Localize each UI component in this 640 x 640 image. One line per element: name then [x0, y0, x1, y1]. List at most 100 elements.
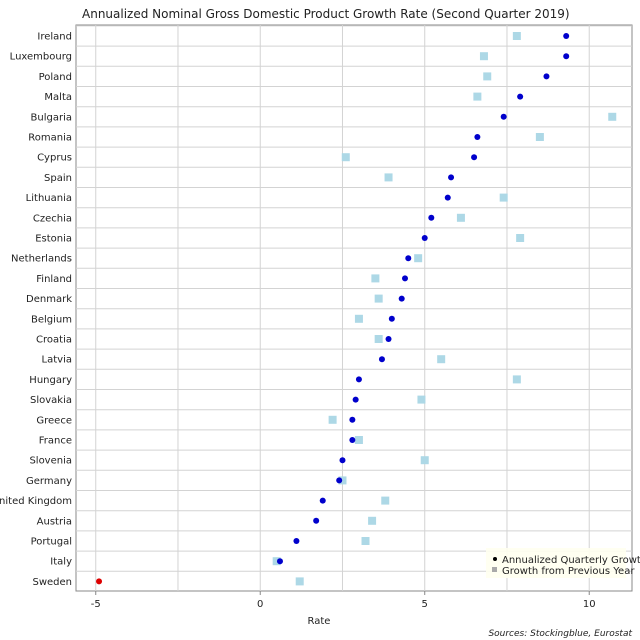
- y-tick-label-spain: Spain: [44, 173, 72, 184]
- quarterly-growth-point-22: [336, 477, 343, 484]
- quarterly-growth-point-25: [293, 538, 300, 544]
- legend-label-yearly: Growth from Previous Year: [502, 566, 635, 577]
- y-tick-label-netherlands: Netherlands: [11, 254, 72, 265]
- yearly-growth-square-27: [295, 577, 304, 586]
- yearly-growth-square-13: [374, 294, 383, 303]
- y-tick-label-ireland: Ireland: [37, 32, 72, 43]
- quarterly-growth-point-11: [405, 255, 412, 262]
- quarterly-growth-point-9: [428, 214, 435, 221]
- yearly-growth-square-2: [483, 72, 492, 81]
- yearly-growth-square-24: [368, 516, 377, 525]
- yearly-growth-square-1: [479, 52, 488, 61]
- quarterly-growth-point-19: [349, 416, 356, 423]
- y-tick-label-romania: Romania: [28, 133, 72, 144]
- yearly-growth-square-11: [414, 254, 423, 263]
- quarterly-growth-point-6: [471, 154, 478, 161]
- yearly-growth-square-9: [456, 213, 465, 222]
- yearly-growth-square-5: [535, 133, 544, 141]
- quarterly-growth-point-1: [563, 53, 570, 60]
- y-tick-label-belgium: Belgium: [31, 314, 72, 325]
- y-tick-label-malta: Malta: [44, 92, 72, 103]
- yearly-growth-square-8: [499, 193, 508, 202]
- quarterly-growth-point-5: [474, 134, 481, 140]
- quarterly-growth-point-10: [421, 235, 428, 241]
- yearly-growth-square-20: [354, 436, 363, 444]
- x-tick-label-0: 0: [257, 599, 263, 610]
- plot-area: [75, 24, 633, 592]
- x-tick-labels: -5 0 5 10: [91, 591, 596, 610]
- yearly-growth-square-12: [371, 274, 380, 283]
- quarterly-growth-point-4: [500, 113, 507, 120]
- yearly-growth-square-10: [516, 234, 525, 242]
- legend-circle-marker: [493, 557, 497, 561]
- y-tick-label-croatia: Croatia: [36, 335, 72, 346]
- y-tick-label-luxembourg: Luxembourg: [10, 52, 72, 63]
- yearly-growth-square-7: [384, 173, 393, 182]
- y-tick-label-hungary: Hungary: [29, 375, 72, 386]
- y-tick-label-austria: Austria: [37, 516, 72, 527]
- y-tick-label-latvia: Latvia: [42, 355, 72, 366]
- quarterly-growth-point-0: [563, 33, 570, 39]
- y-tick-labels: Ireland Luxembourg Poland Malta Bulgaria Roma…: [0, 32, 72, 588]
- y-tick-label-greece: Greece: [36, 415, 72, 426]
- legend: Annualized Quarterly Growth Growth from …: [486, 548, 640, 578]
- legend-box: [486, 548, 626, 578]
- x-axis-label: Rate: [308, 616, 331, 627]
- y-tick-label-portugal: Portugal: [31, 537, 72, 548]
- yearly-growth-square-19: [328, 415, 337, 424]
- x-tick-label-5: 5: [422, 599, 428, 610]
- quarterly-growth-point-26: [276, 558, 283, 565]
- quarterly-growth-point-14: [388, 315, 395, 322]
- quarterly-growth-point-2: [543, 73, 550, 80]
- x-tick-label-10: 10: [583, 599, 596, 610]
- y-tick-label-finland: Finland: [36, 274, 72, 285]
- quarterly-growth-point-18: [352, 396, 359, 403]
- quarterly-growth-point-15: [385, 336, 392, 342]
- legend-label-quarterly: Annualized Quarterly Growth: [502, 555, 640, 566]
- quarterly-growth-point-23: [319, 497, 326, 504]
- yearly-growth-square-0: [512, 32, 521, 40]
- y-tick-label-united-kingdom: United Kingdom: [0, 496, 72, 507]
- quarterly-growth-point-17: [355, 376, 362, 383]
- y-tick-label-slovakia: Slovakia: [30, 395, 72, 406]
- y-tick-label-bulgaria: Bulgaria: [31, 112, 72, 123]
- quarterly-growth-point-12: [401, 275, 408, 282]
- legend-square-marker: [492, 567, 497, 572]
- data-marks: [96, 32, 617, 586]
- y-tick-label-estonia: Estonia: [35, 234, 72, 245]
- y-tick-label-denmark: Denmark: [26, 294, 72, 305]
- yearly-growth-square-4: [608, 112, 617, 121]
- yearly-growth-square-23: [381, 496, 390, 505]
- chart-title: Annualized Nominal Gross Domestic Produc…: [82, 7, 570, 21]
- x-tick-label--5: -5: [91, 599, 101, 610]
- yearly-growth-square-16: [437, 355, 446, 364]
- y-tick-label-cyprus: Cyprus: [37, 153, 72, 164]
- y-tick-label-germany: Germany: [26, 476, 72, 487]
- quarterly-growth-point-20: [349, 437, 356, 443]
- quarterly-growth-point-24: [313, 517, 320, 524]
- quarterly-growth-point-27: [96, 578, 103, 585]
- yearly-growth-square-14: [354, 314, 363, 323]
- yearly-growth-square-6: [341, 153, 350, 162]
- quarterly-growth-point-7: [448, 174, 455, 181]
- y-tick-label-france: France: [39, 436, 72, 447]
- source-note: Sources: Stockingblue, Eurostat: [488, 629, 632, 639]
- y-tick-label-poland: Poland: [39, 72, 72, 83]
- y-tick-label-lithuania: Lithuania: [26, 193, 72, 204]
- yearly-growth-square-18: [417, 395, 426, 404]
- y-tick-label-czechia: Czechia: [33, 213, 72, 224]
- yearly-growth-square-22: [338, 476, 347, 485]
- yearly-growth-square-3: [473, 92, 482, 101]
- yearly-growth-square-15: [374, 335, 383, 343]
- quarterly-growth-point-8: [444, 194, 451, 201]
- y-tick-label-sweden: Sweden: [32, 577, 72, 588]
- quarterly-growth-point-16: [378, 356, 385, 363]
- grid-lines: [76, 25, 632, 591]
- yearly-growth-square-26: [272, 557, 281, 566]
- quarterly-growth-point-13: [398, 295, 405, 302]
- yearly-growth-square-21: [420, 456, 429, 465]
- y-tick-label-italy: Italy: [50, 557, 72, 568]
- quarterly-growth-point-21: [339, 457, 346, 464]
- quarterly-growth-point-3: [517, 93, 524, 100]
